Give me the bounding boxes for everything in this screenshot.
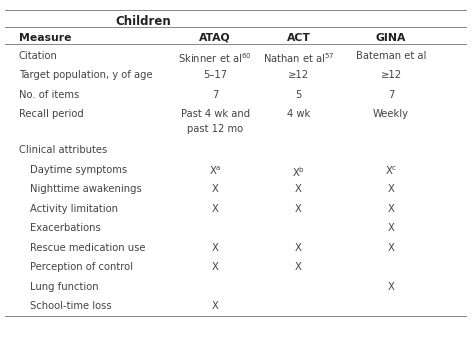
Text: X: X <box>212 243 219 253</box>
Text: X: X <box>295 243 302 253</box>
Text: Target population, y of age: Target population, y of age <box>18 70 152 80</box>
Text: ≥12: ≥12 <box>380 70 402 80</box>
Text: Lung function: Lung function <box>30 282 99 292</box>
Text: Past 4 wk and: Past 4 wk and <box>181 109 250 119</box>
Text: Rescue medication use: Rescue medication use <box>30 243 146 253</box>
Text: X: X <box>388 204 395 214</box>
Text: Measure: Measure <box>18 33 71 43</box>
Text: Nathan et al$^{\mathrm{57}}$: Nathan et al$^{\mathrm{57}}$ <box>262 51 334 64</box>
Text: X: X <box>388 282 395 292</box>
Text: 5–17: 5–17 <box>203 70 227 80</box>
Text: ≥12: ≥12 <box>288 70 309 80</box>
Text: Nighttime awakenings: Nighttime awakenings <box>30 185 142 194</box>
Text: X: X <box>295 262 302 272</box>
Text: X: X <box>388 185 395 194</box>
Text: X$^{\mathrm{a}}$: X$^{\mathrm{a}}$ <box>209 165 221 177</box>
Text: Children: Children <box>116 15 171 28</box>
Text: Citation: Citation <box>18 51 58 61</box>
Text: X$^{\mathrm{b}}$: X$^{\mathrm{b}}$ <box>292 165 305 179</box>
Text: Recall period: Recall period <box>18 109 84 119</box>
Text: X: X <box>388 224 395 234</box>
Text: X: X <box>295 204 302 214</box>
Text: Bateman et al: Bateman et al <box>356 51 426 61</box>
Text: GINA: GINA <box>376 33 406 43</box>
Text: Perception of control: Perception of control <box>30 262 133 272</box>
Text: Daytime symptoms: Daytime symptoms <box>30 165 127 175</box>
Text: X: X <box>295 185 302 194</box>
Text: X: X <box>212 262 219 272</box>
Text: X: X <box>212 185 219 194</box>
Text: Clinical attributes: Clinical attributes <box>18 145 107 155</box>
Text: 7: 7 <box>212 90 219 100</box>
Text: 7: 7 <box>388 90 394 100</box>
Text: Activity limitation: Activity limitation <box>30 204 118 214</box>
Text: Exacerbations: Exacerbations <box>30 224 101 234</box>
Text: ATAQ: ATAQ <box>199 33 231 43</box>
Text: past 12 mo: past 12 mo <box>187 124 243 134</box>
Text: Skinner et al$^{\mathrm{60}}$: Skinner et al$^{\mathrm{60}}$ <box>178 51 252 64</box>
Text: No. of items: No. of items <box>18 90 79 100</box>
Text: 4 wk: 4 wk <box>287 109 310 119</box>
Text: School-time loss: School-time loss <box>30 301 112 311</box>
Text: ACT: ACT <box>287 33 311 43</box>
Text: X: X <box>388 243 395 253</box>
Text: X: X <box>212 204 219 214</box>
Text: X$^{\mathrm{c}}$: X$^{\mathrm{c}}$ <box>385 165 397 177</box>
Text: 5: 5 <box>295 90 302 100</box>
Text: Weekly: Weekly <box>373 109 409 119</box>
Text: X: X <box>212 301 219 311</box>
